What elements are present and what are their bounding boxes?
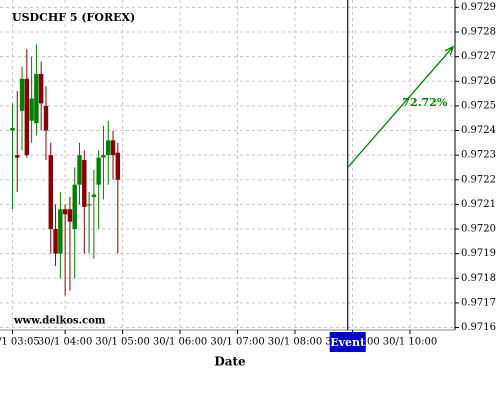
y-tick-label: 0.9720: [461, 224, 496, 235]
candle-body: [10, 128, 15, 131]
candle-body: [58, 209, 63, 254]
candle-body: [19, 78, 25, 111]
candle-body: [91, 194, 97, 198]
candle-body: [34, 73, 39, 124]
candle-body: [86, 204, 92, 206]
chart-title: USDCHF 5 (FOREX): [12, 11, 135, 24]
y-tick-label: 0.9724: [461, 125, 496, 136]
candle-body: [24, 78, 30, 156]
forecast-label: 72.72%: [402, 96, 447, 109]
candle-body: [38, 73, 44, 104]
y-tick-label: 0.9727: [461, 51, 496, 62]
y-tick-label: 0.9728: [461, 27, 496, 38]
plot-area: [0, 0, 455, 330]
candle-body: [43, 105, 49, 131]
candle-body: [77, 155, 82, 185]
candle-body: [15, 155, 20, 158]
y-tick-label: 0.9717: [461, 297, 496, 308]
forecast-arrow: [347, 46, 454, 168]
x-axis-title: Date: [214, 355, 246, 369]
candle-body: [72, 184, 77, 230]
y-tick-label: 0.9729: [461, 2, 496, 13]
y-tick-label: 0.9721: [461, 199, 496, 210]
y-tick-label: 0.9726: [461, 76, 496, 87]
x-tick-label: 30/1 08:00: [268, 337, 322, 348]
x-tick-label: 30/1 03:05: [0, 337, 40, 348]
x-tick-label: 30/1 06:00: [153, 337, 207, 348]
x-tick-label: 30/1 05:00: [95, 337, 149, 348]
candle-body: [96, 157, 101, 185]
candle-body: [53, 229, 58, 254]
candle-body: [82, 160, 87, 207]
candle-body: [106, 140, 111, 156]
y-tick-label: 0.9716: [461, 322, 496, 333]
candle-body: [110, 140, 116, 156]
x-tick-label: 30/1 07:00: [210, 337, 264, 348]
watermark: www.delkos.com: [13, 316, 106, 327]
candle-body: [48, 155, 53, 230]
arrow-head: [444, 45, 455, 56]
y-tick-label: 0.9723: [461, 150, 496, 161]
candle-body: [29, 98, 34, 121]
x-tick-label: 30/1 04:00: [38, 337, 92, 348]
y-tick-label: 0.9718: [461, 273, 496, 284]
y-tick-label: 0.9722: [461, 174, 496, 185]
candle-body: [101, 155, 106, 158]
candle-body: [62, 209, 68, 215]
event-box: [329, 332, 366, 352]
event-label: Event: [330, 336, 366, 349]
y-tick-label: 0.9725: [461, 100, 496, 111]
candle-body: [115, 152, 121, 180]
candle-body: [67, 209, 73, 222]
y-tick-label: 0.9719: [461, 248, 496, 259]
x-tick-label: 30/1 10:00: [383, 337, 437, 348]
